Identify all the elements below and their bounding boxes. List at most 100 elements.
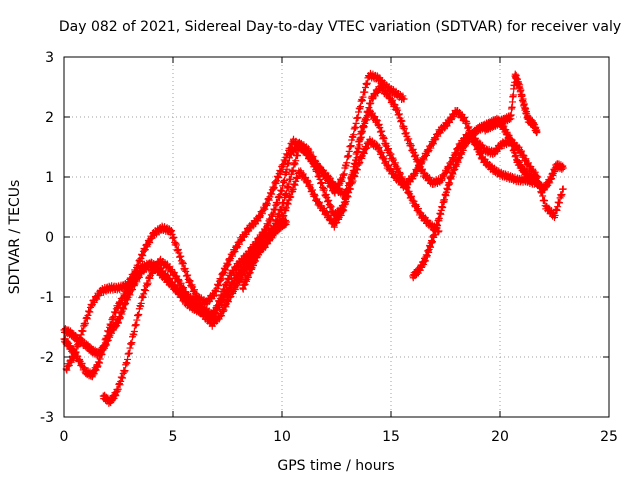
data-point bbox=[361, 115, 369, 123]
data-point bbox=[137, 299, 145, 307]
data-point bbox=[351, 160, 359, 168]
y-tick-label: -1 bbox=[40, 290, 54, 306]
data-point bbox=[292, 157, 300, 165]
data-point bbox=[360, 123, 368, 131]
data-point bbox=[340, 170, 348, 178]
data-point bbox=[331, 189, 339, 197]
data-point bbox=[282, 204, 290, 212]
data-point bbox=[350, 167, 358, 175]
data-point bbox=[367, 99, 375, 107]
data-point bbox=[553, 206, 561, 214]
data-point bbox=[374, 89, 382, 97]
data-point bbox=[351, 166, 359, 174]
data-point bbox=[402, 129, 410, 137]
data-point bbox=[299, 170, 307, 178]
data-point bbox=[148, 269, 156, 277]
data-point bbox=[175, 276, 183, 284]
data-point bbox=[217, 275, 225, 283]
series-track-2 bbox=[60, 106, 443, 381]
data-point bbox=[129, 285, 137, 293]
data-point bbox=[221, 265, 229, 273]
data-point bbox=[107, 320, 115, 328]
data-point bbox=[358, 128, 366, 136]
data-point bbox=[182, 267, 190, 275]
data-point bbox=[284, 200, 292, 208]
data-point bbox=[180, 284, 188, 292]
data-point bbox=[103, 332, 111, 340]
chart-title: Day 082 of 2021, Sidereal Day-to-day VTE… bbox=[59, 19, 621, 35]
data-point bbox=[408, 192, 416, 200]
data-point bbox=[126, 344, 134, 352]
x-tick-label: 15 bbox=[382, 429, 400, 445]
data-point bbox=[381, 141, 389, 149]
data-point bbox=[134, 312, 142, 320]
data-point bbox=[279, 182, 287, 190]
data-point bbox=[364, 107, 372, 115]
data-point bbox=[124, 355, 132, 363]
data-point bbox=[407, 140, 415, 148]
data-point bbox=[338, 177, 346, 185]
data-point bbox=[215, 282, 223, 290]
data-point bbox=[460, 113, 468, 121]
data-point bbox=[98, 350, 106, 358]
data-point bbox=[122, 359, 130, 367]
data-point bbox=[222, 266, 230, 274]
data-point bbox=[143, 281, 151, 289]
data-point bbox=[356, 135, 364, 143]
data-point bbox=[446, 159, 454, 167]
data-point bbox=[322, 208, 330, 216]
data-point bbox=[347, 142, 355, 150]
data-point bbox=[364, 108, 372, 116]
data-point bbox=[315, 198, 323, 206]
data-point bbox=[412, 151, 420, 159]
data-point bbox=[127, 340, 135, 348]
data-point bbox=[320, 186, 328, 194]
data-point bbox=[320, 184, 328, 192]
data-point bbox=[276, 210, 284, 218]
data-point bbox=[348, 174, 356, 182]
x-tick-label: 10 bbox=[273, 429, 291, 445]
data-point bbox=[387, 150, 395, 158]
data-point bbox=[289, 166, 297, 174]
data-point bbox=[256, 214, 264, 222]
data-point bbox=[380, 134, 388, 142]
data-point bbox=[278, 187, 286, 195]
data-point bbox=[345, 152, 353, 160]
data-point bbox=[342, 197, 350, 205]
data-point bbox=[287, 175, 295, 183]
data-point bbox=[72, 348, 80, 356]
data-point bbox=[341, 193, 349, 201]
data-point bbox=[378, 149, 386, 157]
data-point bbox=[183, 272, 191, 280]
data-point bbox=[400, 95, 408, 103]
data-point bbox=[179, 260, 187, 268]
data-point bbox=[358, 97, 366, 105]
data-point bbox=[176, 253, 184, 261]
data-point bbox=[122, 299, 130, 307]
data-point bbox=[128, 339, 136, 347]
data-point bbox=[394, 106, 402, 114]
data-point bbox=[340, 206, 348, 214]
data-point bbox=[463, 119, 471, 127]
y-tick-label: -2 bbox=[40, 350, 54, 366]
data-point bbox=[72, 349, 80, 357]
data-point bbox=[83, 315, 91, 323]
data-point bbox=[140, 286, 148, 294]
data-point bbox=[134, 261, 142, 269]
data-point bbox=[120, 368, 128, 376]
data-point bbox=[284, 199, 292, 207]
data-point bbox=[465, 123, 473, 131]
data-point bbox=[349, 171, 357, 179]
data-point bbox=[395, 111, 403, 119]
data-point bbox=[146, 274, 154, 282]
data-point bbox=[79, 327, 87, 335]
data-point bbox=[330, 223, 338, 231]
data-point bbox=[354, 113, 362, 121]
data-point bbox=[219, 269, 227, 277]
data-point bbox=[407, 142, 415, 150]
data-point bbox=[360, 149, 368, 157]
data-point bbox=[551, 211, 559, 219]
data-point bbox=[258, 210, 266, 218]
data-point bbox=[73, 341, 81, 349]
